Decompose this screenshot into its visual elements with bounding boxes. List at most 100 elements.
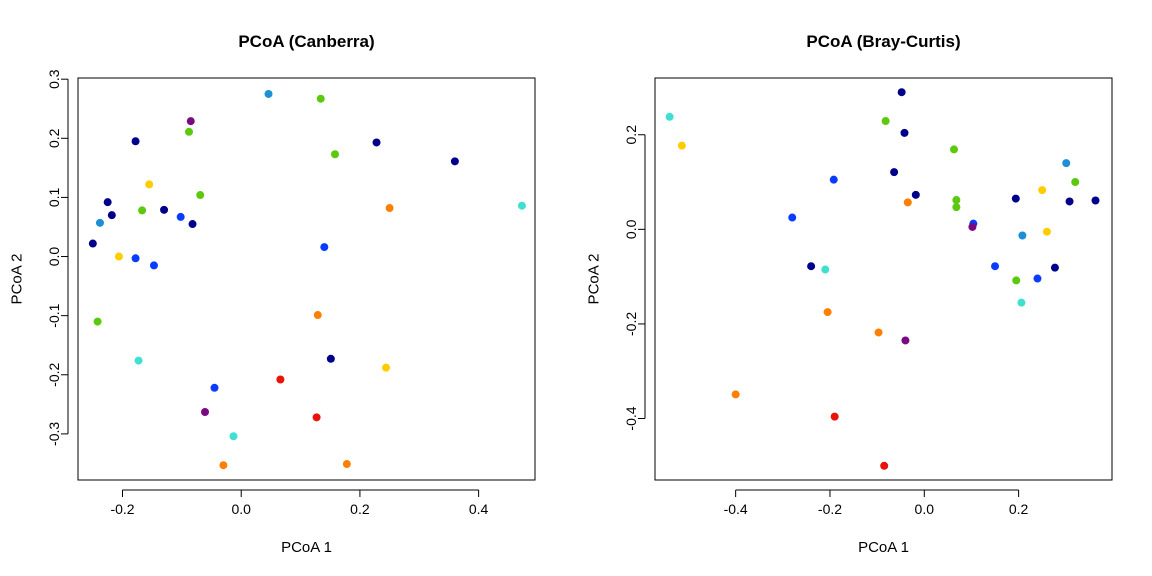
y-tick-label: -0.4 — [623, 406, 639, 430]
data-point — [264, 89, 273, 98]
data-point — [107, 211, 116, 220]
y-tick-label: 0.0 — [46, 247, 62, 267]
data-point — [788, 213, 797, 222]
data-point — [1042, 227, 1051, 236]
data-point — [131, 254, 140, 263]
data-point — [881, 117, 890, 126]
data-point — [1071, 178, 1080, 187]
panel-bray-curtis: PCoA (Bray-Curtis) -0.4 -0.2 0.0 0.2 -0.4 -0.2… — [586, 32, 1113, 556]
data-point — [342, 460, 351, 469]
x-tick-label: 0.0 — [231, 501, 251, 517]
data-point — [1050, 263, 1059, 272]
data-point — [149, 261, 158, 270]
data-point — [276, 375, 285, 384]
data-point — [1065, 197, 1074, 206]
y-tick-label: -0.2 — [623, 312, 639, 336]
data-point — [145, 180, 154, 189]
y-tick-label: -0.1 — [46, 303, 62, 327]
data-point — [991, 262, 1000, 271]
data-point — [330, 150, 339, 159]
y-tick-label: 0.2 — [46, 128, 62, 148]
data-point — [95, 218, 104, 227]
data-point — [823, 308, 832, 317]
data-point — [229, 432, 238, 441]
data-point — [88, 239, 97, 248]
data-point — [134, 356, 143, 365]
data-point — [677, 141, 686, 150]
data-point — [1011, 194, 1020, 203]
data-point — [517, 201, 526, 210]
data-point — [138, 206, 147, 215]
data-point — [900, 128, 909, 137]
data-point — [372, 138, 381, 147]
y-axis-label: PCoA 2 — [9, 254, 26, 305]
panel-canberra: PCoA (Canberra) -0.2 0.0 0.2 0.4 -0.3 -0.2 -0.1… — [9, 32, 536, 556]
plot-frame — [654, 77, 1113, 481]
y-axis-label: PCoA 2 — [586, 254, 603, 305]
data-point — [450, 157, 459, 166]
plot-frame — [77, 77, 536, 481]
data-point — [830, 412, 839, 421]
y-tick-label: 0.1 — [46, 187, 62, 207]
data-point — [880, 461, 889, 470]
y-tick-label: 0.2 — [623, 125, 639, 145]
data-point — [807, 262, 816, 271]
data-point — [316, 94, 325, 103]
data-point — [1018, 231, 1027, 240]
data-point — [1012, 276, 1021, 285]
data-point — [313, 311, 322, 320]
data-point — [897, 88, 906, 97]
x-tick-label: -0.4 — [724, 501, 748, 517]
x-tick-label: 0.2 — [350, 501, 370, 517]
data-point — [382, 363, 391, 372]
data-point — [829, 175, 838, 184]
data-point — [93, 317, 102, 326]
data-point — [950, 145, 959, 154]
data-point — [1038, 186, 1047, 195]
chart-title: PCoA (Canberra) — [238, 32, 374, 51]
x-axis-label: PCoA 1 — [858, 539, 909, 556]
data-point — [1091, 196, 1100, 205]
data-point — [911, 190, 920, 199]
data-point — [952, 203, 961, 212]
data-point — [874, 328, 883, 337]
x-axis-label: PCoA 1 — [281, 539, 332, 556]
data-point — [952, 196, 961, 205]
data-point — [103, 198, 112, 207]
data-point — [968, 222, 977, 231]
x-tick-label: -0.2 — [818, 501, 842, 517]
y-tick-label: 0.3 — [46, 69, 62, 89]
data-point — [184, 127, 193, 136]
data-point — [210, 383, 219, 392]
data-point — [665, 112, 674, 121]
data-point — [201, 408, 210, 417]
data-point — [821, 265, 830, 274]
data-point — [890, 168, 899, 177]
data-point — [196, 191, 205, 200]
x-tick-label: 0.4 — [469, 501, 489, 517]
data-point — [320, 243, 329, 252]
x-tick-label: -0.2 — [110, 501, 134, 517]
data-point — [160, 205, 169, 214]
data-point — [903, 198, 912, 207]
data-point — [1062, 159, 1071, 168]
data-point — [1017, 298, 1026, 307]
y-tick-label: 0.0 — [623, 219, 639, 239]
data-point — [326, 354, 335, 363]
data-point — [901, 336, 910, 345]
x-tick-label: 0.2 — [1009, 501, 1029, 517]
data-point — [731, 390, 740, 399]
chart-title: PCoA (Bray-Curtis) — [806, 32, 960, 51]
x-tick-label: 0.0 — [915, 501, 935, 517]
data-point — [385, 204, 394, 213]
data-point — [312, 413, 321, 422]
y-tick-label: -0.2 — [46, 362, 62, 386]
data-point — [186, 117, 195, 126]
data-point — [1033, 274, 1042, 283]
data-point — [188, 220, 197, 229]
y-tick-label: -0.3 — [46, 422, 62, 446]
data-point — [176, 212, 185, 221]
data-point — [131, 137, 140, 146]
